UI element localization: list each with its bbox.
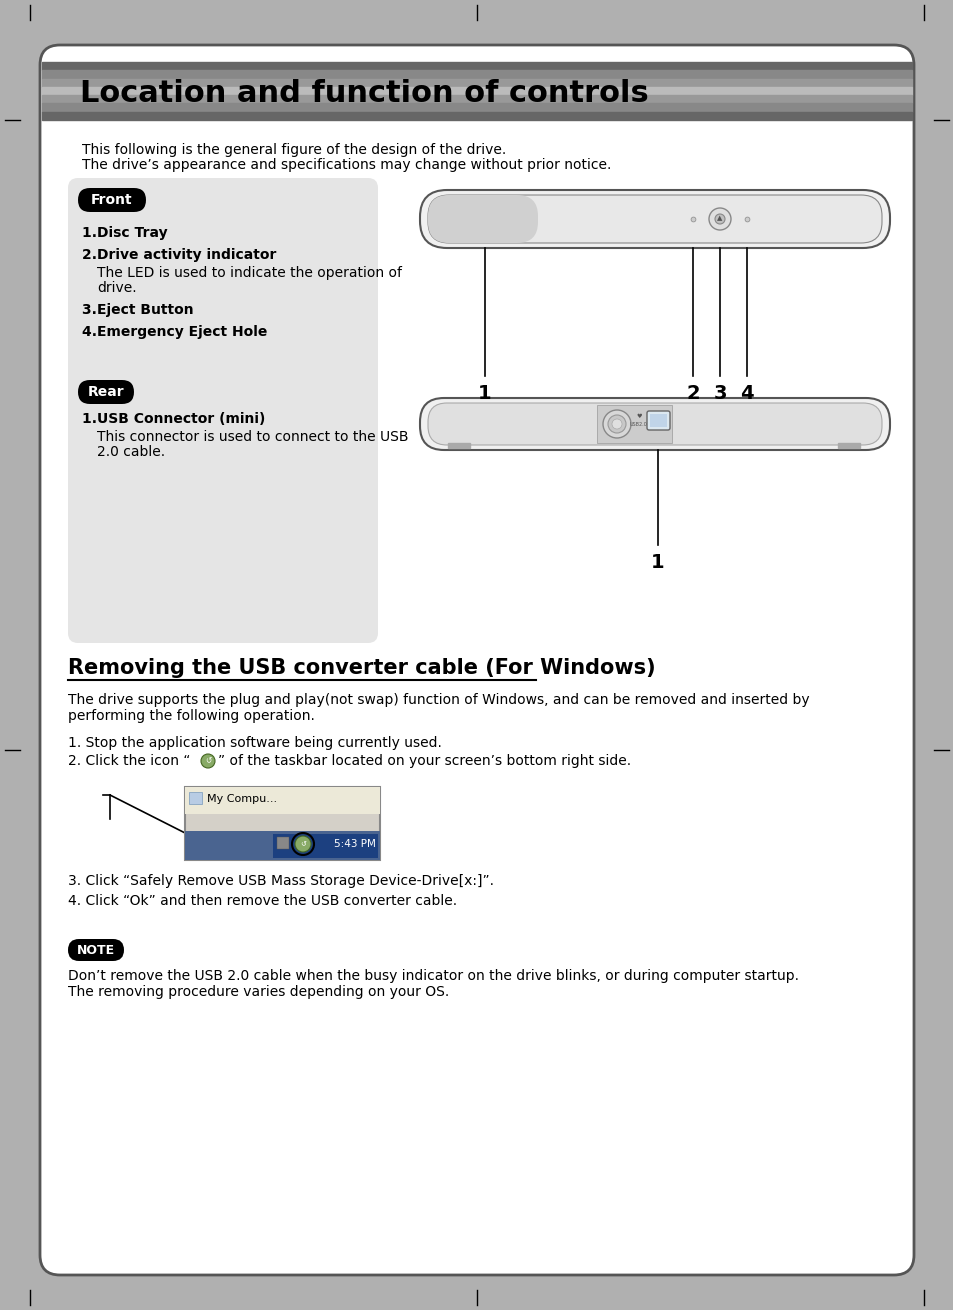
FancyBboxPatch shape: [68, 939, 124, 962]
Circle shape: [294, 836, 311, 852]
Text: 3. Click “Safely Remove USB Mass Storage Device-Drive[x:]”.: 3. Click “Safely Remove USB Mass Storage…: [68, 874, 494, 888]
Text: ↺: ↺: [300, 841, 306, 848]
Bar: [273, 834, 377, 858]
Bar: [42, 111, 911, 121]
Circle shape: [612, 419, 621, 428]
FancyBboxPatch shape: [78, 189, 146, 212]
FancyBboxPatch shape: [428, 195, 537, 242]
Text: 2: 2: [685, 384, 700, 403]
Bar: [185, 831, 379, 859]
Text: USB2.0: USB2.0: [630, 422, 647, 427]
Bar: [42, 96, 911, 103]
Text: Rear: Rear: [88, 385, 124, 400]
Circle shape: [607, 415, 625, 434]
Text: Removing the USB converter cable (For Windows): Removing the USB converter cable (For Wi…: [68, 658, 655, 679]
Text: 3: 3: [713, 384, 726, 403]
Text: 4: 4: [740, 384, 753, 403]
Text: 2.0 cable.: 2.0 cable.: [97, 445, 165, 458]
Text: USB Connector (mini): USB Connector (mini): [97, 413, 265, 426]
FancyBboxPatch shape: [78, 380, 133, 403]
Text: 1.: 1.: [82, 227, 102, 240]
Text: ” of the taskbar located on your screen’s bottom right side.: ” of the taskbar located on your screen’…: [218, 755, 631, 768]
Text: 1: 1: [477, 384, 492, 403]
Text: Don’t remove the USB 2.0 cable when the busy indicator on the drive blinks, or d: Don’t remove the USB 2.0 cable when the …: [68, 969, 799, 1000]
Text: Disc Tray: Disc Tray: [97, 227, 168, 240]
Text: 5:43 PM: 5:43 PM: [334, 838, 375, 849]
Text: ▲: ▲: [717, 215, 722, 221]
Text: 3.: 3.: [82, 303, 102, 317]
Bar: [42, 62, 911, 71]
Text: NOTE: NOTE: [77, 943, 115, 956]
Text: 1. Stop the application software being currently used.: 1. Stop the application software being c…: [68, 736, 441, 751]
Text: 1: 1: [651, 553, 664, 572]
Text: My Compu...: My Compu...: [207, 794, 276, 804]
Text: The LED is used to indicate the operation of: The LED is used to indicate the operatio…: [97, 266, 401, 280]
Bar: [649, 414, 666, 427]
Bar: [42, 103, 911, 111]
Text: Location and function of controls: Location and function of controls: [80, 79, 648, 107]
Text: Emergency Eject Hole: Emergency Eject Hole: [97, 325, 267, 339]
Text: ↺: ↺: [205, 756, 211, 765]
Text: This connector is used to connect to the USB: This connector is used to connect to the…: [97, 430, 408, 444]
Text: Front: Front: [91, 193, 132, 207]
FancyBboxPatch shape: [428, 195, 882, 242]
FancyBboxPatch shape: [68, 178, 377, 643]
Circle shape: [714, 214, 724, 224]
Circle shape: [602, 410, 630, 438]
FancyBboxPatch shape: [40, 45, 913, 1275]
Circle shape: [708, 208, 730, 231]
Bar: [185, 787, 379, 814]
Text: Drive activity indicator: Drive activity indicator: [97, 248, 276, 262]
FancyBboxPatch shape: [419, 398, 889, 451]
Bar: [42, 71, 911, 79]
Bar: [42, 79, 911, 86]
Bar: [276, 837, 289, 849]
FancyBboxPatch shape: [419, 190, 889, 248]
Bar: [597, 405, 671, 443]
Text: Eject Button: Eject Button: [97, 303, 193, 317]
Text: The drive’s appearance and specifications may change without prior notice.: The drive’s appearance and specification…: [82, 159, 611, 172]
Text: The drive supports the plug and play(not swap) function of Windows, and can be r: The drive supports the plug and play(not…: [68, 693, 809, 723]
Text: 2. Click the icon “: 2. Click the icon “: [68, 755, 191, 768]
FancyBboxPatch shape: [646, 411, 669, 430]
Text: This following is the general figure of the design of the drive.: This following is the general figure of …: [82, 143, 506, 157]
Text: 4.: 4.: [82, 325, 102, 339]
Circle shape: [201, 755, 214, 768]
Bar: [42, 86, 911, 96]
Bar: [448, 443, 470, 448]
Bar: [185, 787, 379, 859]
FancyBboxPatch shape: [428, 403, 882, 445]
Text: 2.: 2.: [82, 248, 102, 262]
Text: ♥: ♥: [636, 414, 641, 419]
Text: drive.: drive.: [97, 282, 136, 295]
Text: 1.: 1.: [82, 413, 102, 426]
Bar: [189, 793, 202, 804]
Bar: [837, 443, 859, 448]
Text: 4. Click “Ok” and then remove the USB converter cable.: 4. Click “Ok” and then remove the USB co…: [68, 893, 456, 908]
